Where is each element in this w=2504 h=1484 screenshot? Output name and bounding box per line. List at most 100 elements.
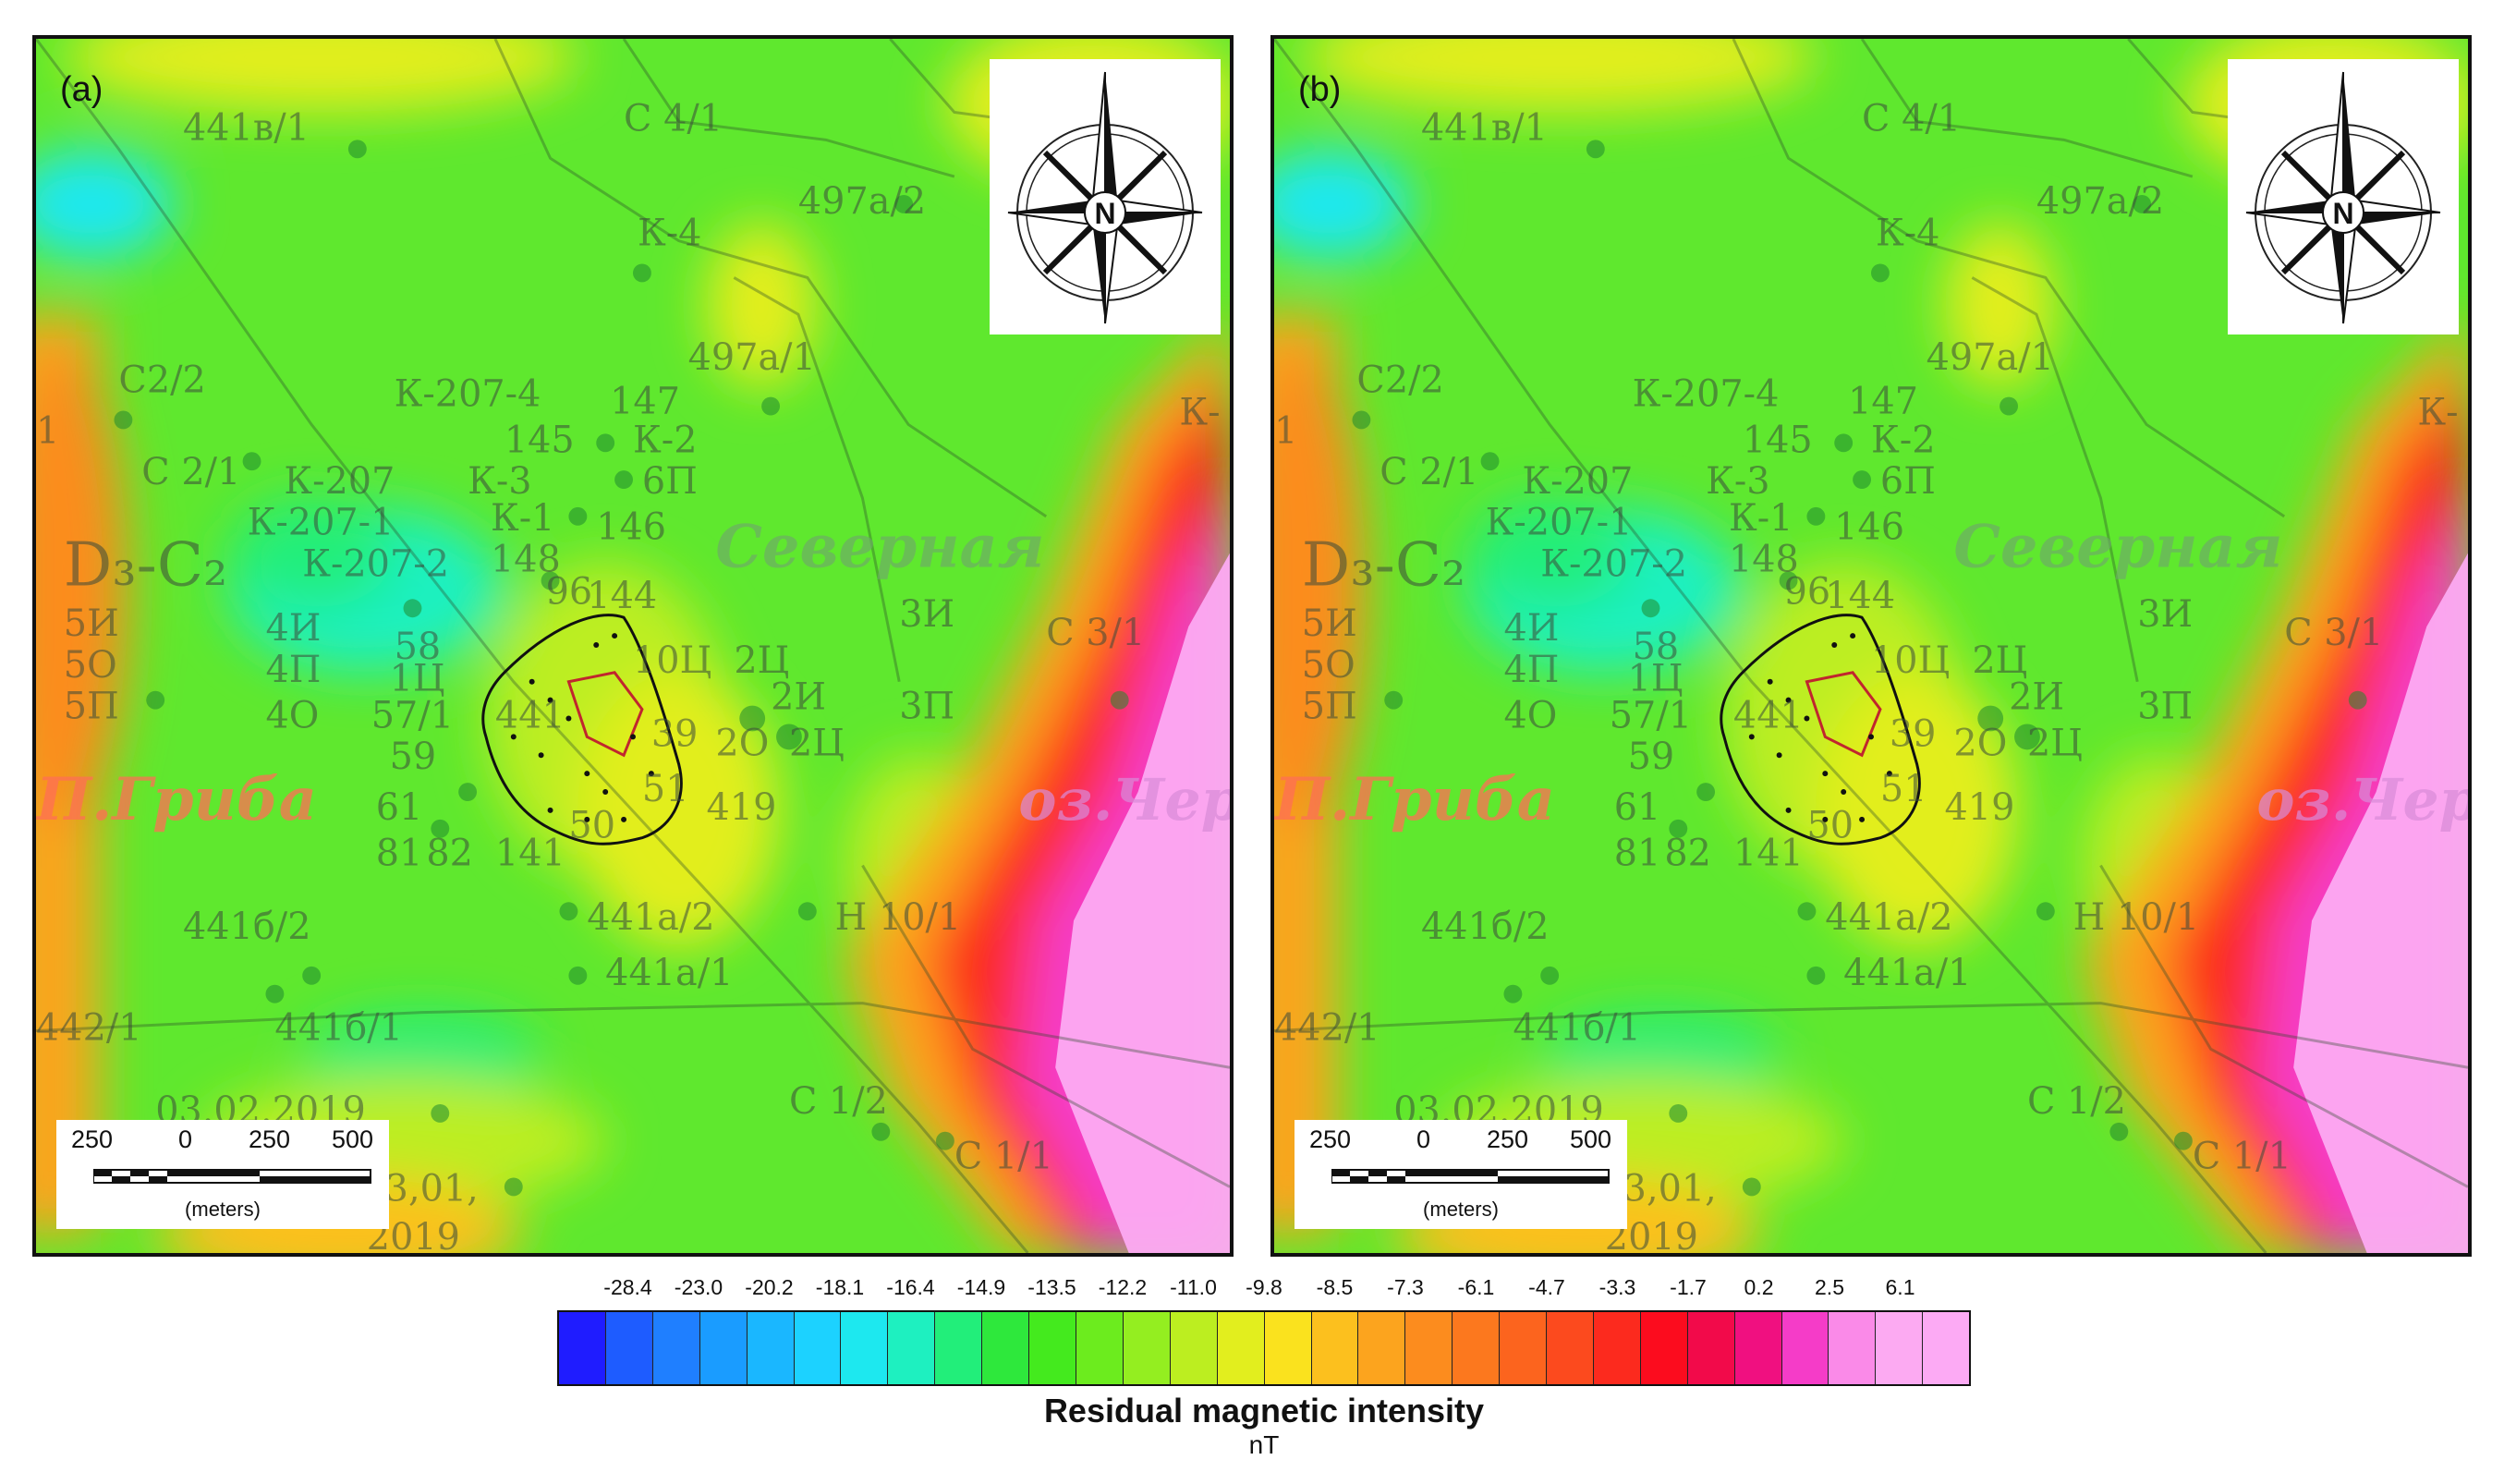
legend-swatch — [699, 1312, 748, 1384]
compass-rose-icon: N — [1007, 71, 1203, 324]
well-label: 51 — [1880, 768, 1927, 810]
well-label: К-207-2 — [1540, 542, 1687, 585]
legend-swatch — [1923, 1312, 1970, 1384]
legend-tick-label: -9.8 — [1246, 1275, 1282, 1299]
well-label: К-207-4 — [1633, 373, 1780, 416]
well-label: 5П — [1302, 686, 1357, 728]
well-label: 4П — [1503, 649, 1559, 691]
magnetic-anomaly-map: 441в/1 С 4/1 497а/2 К-4 497а/1 С2/2 К-20… — [1274, 39, 2468, 1253]
well-labels: 441в/1 С 4/1 497а/2 К-4 497а/1 С2/2 К-20… — [1274, 97, 2459, 1253]
legend-swatch — [1781, 1312, 1829, 1384]
legend-swatch — [1029, 1312, 1076, 1384]
well-label: 59 — [1628, 736, 1675, 778]
legend-colorbar — [557, 1310, 1971, 1386]
well-label: 10Ц — [1871, 639, 1950, 682]
legend-tick-label: -20.2 — [745, 1275, 794, 1299]
well-label: 148 — [1729, 538, 1799, 580]
scale-bar: 250 0 250 500 (meters) — [56, 1120, 389, 1229]
well-label: 2Ц — [1972, 639, 2027, 682]
legend-tick-label: 0.2 — [1744, 1275, 1774, 1299]
legend-tick-label: 6.1 — [1885, 1275, 1915, 1299]
legend-swatch — [1640, 1312, 1688, 1384]
well-label: 57/1 — [1610, 694, 1692, 736]
scale-tick-label: 250 — [1487, 1125, 1529, 1153]
well-label: 147 — [1848, 381, 1918, 423]
well-label: 441а/2 — [587, 896, 714, 939]
scale-tick-label: 500 — [1570, 1125, 1612, 1153]
well-label: 4О — [265, 694, 319, 736]
well-label: 497а/2 — [2036, 180, 2164, 223]
scale-bar: 250 0 250 500 (meters) — [1295, 1120, 1627, 1229]
well-label: К-1 — [1729, 497, 1793, 540]
well-label: 147 — [610, 381, 680, 423]
well-label: 39 — [1890, 712, 1937, 755]
scale-bar-graphic — [93, 1169, 371, 1184]
north-arrow: N — [990, 59, 1221, 335]
well-label: 145 — [504, 419, 575, 461]
well-label: К-207 — [1522, 460, 1633, 503]
legend-tick-label: -13.5 — [1027, 1275, 1076, 1299]
legend-tick-label: -3.3 — [1598, 1275, 1636, 1299]
stratigraphy-label: D₃-C₂ — [1302, 529, 1465, 600]
legend-swatch — [1123, 1312, 1171, 1384]
region-label-lake: оз.Черн — [2256, 766, 2468, 833]
well-label: 141 — [495, 833, 565, 875]
legend-unit: nT — [1248, 1430, 1280, 1459]
well-label: 441 — [1733, 694, 1804, 736]
well-label: 441б/2 — [1421, 906, 1549, 948]
well-label: 10Ц — [633, 639, 711, 682]
scale-tick-label: 0 — [1416, 1125, 1431, 1153]
well-label: 419 — [707, 786, 777, 829]
legend-swatch — [1734, 1312, 1782, 1384]
well-label: С 1/1 — [954, 1136, 1053, 1178]
well-label: 5О — [64, 644, 117, 687]
legend-swatch — [1358, 1312, 1406, 1384]
well-label: 148 — [491, 538, 561, 580]
well-label: 146 — [1834, 506, 1904, 549]
well-label: С 1/1 — [2193, 1136, 2291, 1178]
well-label: К- — [2417, 391, 2458, 433]
well-label: 144 — [587, 575, 657, 617]
legend-swatch — [1453, 1312, 1501, 1384]
magnetic-high-zone — [2293, 553, 2468, 1253]
well-label: 50 — [1806, 805, 1854, 847]
scale-unit: (meters) — [185, 1198, 261, 1221]
well-label: 2Ц — [734, 639, 789, 682]
well-label: 61 — [1614, 786, 1661, 829]
well-label: 146 — [596, 506, 666, 549]
well-label: 2О — [1953, 722, 2007, 764]
well-label: 96 — [1784, 570, 1831, 613]
scale-tick-label: 500 — [332, 1125, 374, 1153]
well-label: 442/1 — [36, 1006, 142, 1049]
legend-swatch — [935, 1312, 983, 1384]
well-label: 441в/1 — [1421, 106, 1548, 149]
well-label: 3И — [2137, 593, 2193, 636]
legend-tick-label: -11.0 — [1170, 1275, 1217, 1299]
well-label: 441б/1 — [274, 1006, 402, 1049]
well-label: К-3 — [1706, 460, 1769, 503]
well-label: К-3 — [468, 460, 531, 503]
well-label: 441б/2 — [183, 906, 310, 948]
region-label-p-griba: П.Гриба — [36, 764, 317, 833]
north-arrow: N — [2228, 59, 2459, 335]
well-label: 6П — [642, 460, 698, 503]
well-label: К-207-1 — [248, 502, 395, 544]
well-label: С 2/1 — [1380, 451, 1478, 493]
legend-swatch — [982, 1312, 1030, 1384]
legend-swatch — [1170, 1312, 1218, 1384]
well-label: С 4/1 — [624, 97, 723, 140]
magnetic-high-zone — [1055, 553, 1230, 1253]
well-label: К-2 — [1871, 419, 1935, 461]
well-label: К-4 — [638, 213, 701, 255]
well-label: 96 — [546, 570, 593, 613]
legend-swatch — [1593, 1312, 1641, 1384]
well-label: 3,01, — [385, 1167, 479, 1210]
well-label: 6П — [1880, 460, 1936, 503]
well-label: 2Ц — [789, 722, 845, 764]
well-label: 144 — [1825, 575, 1895, 617]
well-label: 441а/1 — [605, 952, 733, 994]
scale-tick-label: 0 — [178, 1125, 193, 1153]
compass-rose-icon: N — [2245, 71, 2441, 324]
inner-contour — [1805, 671, 1882, 758]
well-label: 1 — [1274, 409, 1297, 452]
